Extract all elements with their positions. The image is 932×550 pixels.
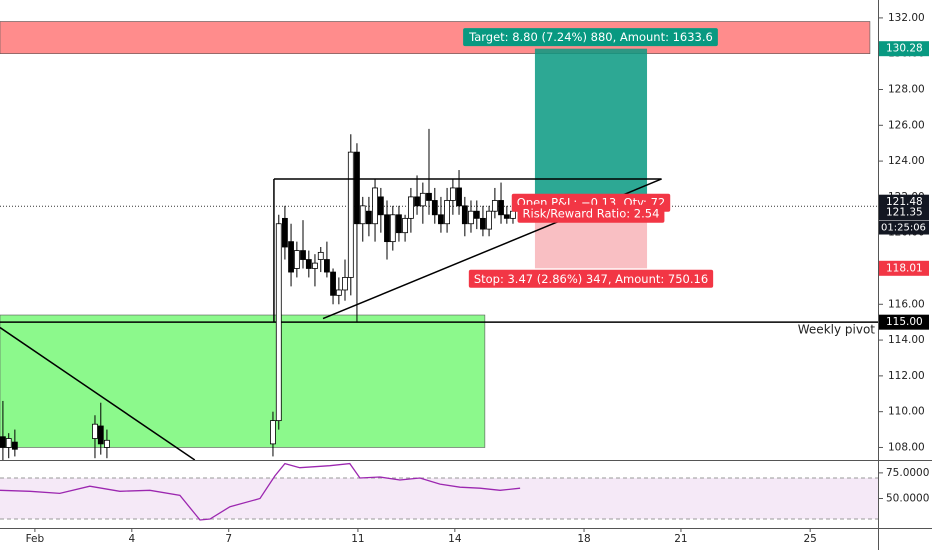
- candle-body: [503, 214, 510, 219]
- candle-body: [359, 205, 366, 225]
- stop-label-bg: [468, 269, 714, 288]
- candle-body: [330, 271, 336, 296]
- rsi-tick-label: 75.0000: [886, 467, 929, 479]
- zone: [0, 21, 871, 54]
- price-pane: Target: 8.80 (7.24%) 880, Amount: 1633.6…: [0, 21, 878, 460]
- candle-body: [468, 210, 474, 225]
- candle-body: [498, 200, 504, 216]
- x-tick-label: 21: [674, 533, 687, 545]
- candle-body: [377, 196, 384, 216]
- bid-badge: 121.35: [886, 207, 923, 219]
- candle-body: [324, 259, 330, 273]
- candle-body: [293, 250, 300, 269]
- pivot-badge: 115.00: [886, 316, 923, 328]
- pivot-name: Weekly pivot: [798, 323, 876, 337]
- pivot-badge-bg: [879, 314, 929, 330]
- candle-body: [396, 214, 402, 234]
- stop-badge: 118.01: [886, 262, 923, 274]
- candle-body: [449, 187, 456, 201]
- candle-body: [270, 420, 276, 445]
- x-tick-label: 14: [448, 533, 462, 545]
- candle-body: [491, 200, 498, 212]
- target-badge-bg: [879, 41, 929, 57]
- x-tick-label: 4: [128, 533, 135, 545]
- stop-badge-bg: [879, 260, 929, 276]
- candle-body: [389, 214, 396, 243]
- y-tick-label: 114.00: [888, 334, 925, 346]
- rsi-pane: [0, 462, 878, 521]
- candle-body: [510, 210, 516, 219]
- rsi-tick-label: 50.0000: [886, 492, 929, 504]
- candle-body: [426, 192, 432, 201]
- candle-body: [282, 217, 288, 248]
- y-tick-label: 116.00: [888, 298, 925, 310]
- candle-body: [372, 187, 378, 225]
- candle-body: [456, 187, 462, 207]
- candle-body: [342, 277, 348, 291]
- candle-body: [366, 210, 372, 225]
- candle-body: [461, 205, 468, 225]
- candle-body: [414, 196, 420, 207]
- candle-body: [438, 214, 444, 225]
- candle-body: [305, 259, 312, 269]
- candle-body: [11, 441, 18, 450]
- candle-body: [0, 436, 6, 448]
- rsi-line: [0, 462, 521, 521]
- x-tick-label: 18: [577, 533, 590, 545]
- candle-body: [473, 210, 480, 219]
- y-tick-label: 108.00: [888, 441, 925, 453]
- candle-body: [486, 210, 492, 230]
- target-label-bg: [463, 28, 718, 47]
- target-label: Target: 8.80 (7.24%) 880, Amount: 1633.6: [468, 30, 713, 44]
- candle-body: [300, 250, 306, 260]
- candle-body: [275, 223, 282, 422]
- stop-label: Stop: 3.47 (2.86%) 347, Amount: 750.16: [474, 272, 708, 286]
- countdown-bg: [879, 220, 929, 235]
- candle-body: [431, 200, 438, 216]
- x-tick-label: Feb: [26, 533, 45, 545]
- candle-body: [5, 438, 12, 448]
- target-box: [534, 48, 648, 207]
- candle-body: [407, 196, 414, 219]
- x-tick-label: 7: [225, 533, 232, 545]
- y-tick-label: 112.00: [888, 370, 925, 382]
- x-tick-label: 25: [803, 533, 816, 545]
- candle-body: [384, 214, 390, 243]
- candle-body: [317, 251, 324, 260]
- y-tick-label: 126.00: [888, 119, 925, 131]
- rr-label: Risk/Reward Ratio: 2.54: [523, 207, 660, 221]
- y-tick-label: 132.00: [888, 12, 925, 24]
- x-tick-label: 11: [351, 533, 364, 545]
- target-badge: 130.28: [886, 43, 923, 55]
- zone: [0, 314, 486, 448]
- candle-body: [354, 151, 360, 225]
- candle-body: [419, 192, 426, 207]
- candle-body: [347, 151, 354, 278]
- rr-label-bg: [517, 204, 665, 223]
- candle-body: [97, 425, 104, 445]
- y-tick-label: 110.00: [888, 406, 925, 418]
- y-tick-label: 128.00: [888, 83, 925, 95]
- candle-body: [480, 217, 486, 230]
- candle-body: [104, 439, 110, 448]
- rsi-band: [0, 477, 878, 520]
- candle-body: [288, 241, 294, 273]
- candle-body: [312, 262, 318, 269]
- candle-body: [402, 217, 408, 234]
- candle-body: [444, 200, 450, 225]
- bid-badge-bg: [879, 205, 929, 221]
- candle-body: [335, 289, 342, 296]
- y-tick-label: 124.00: [888, 155, 925, 167]
- candle-body: [92, 423, 98, 439]
- countdown: 01:25:06: [881, 223, 926, 234]
- trend-line: [0, 326, 196, 460]
